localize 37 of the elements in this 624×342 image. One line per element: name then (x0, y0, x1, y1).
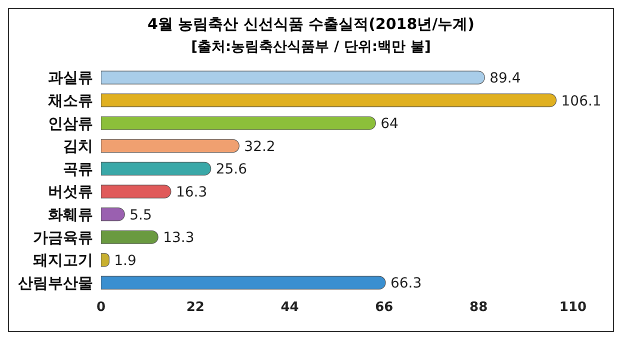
bar (101, 94, 557, 108)
bar (101, 162, 212, 176)
data-label: 66.3 (390, 276, 422, 292)
y-tick-label: 김치 (63, 137, 93, 156)
y-tick-label: 인삼류 (48, 114, 93, 132)
y-tick-label: 돼지고기 (33, 251, 93, 270)
data-label: 16.3 (176, 184, 208, 200)
y-tick-label: 가금육류 (33, 228, 93, 246)
data-label: 64 (380, 116, 399, 132)
y-tick-label: 화훼류 (48, 206, 93, 224)
y-tick-label: 곡류 (63, 160, 93, 178)
y-tick-label: 산림부산물 (18, 274, 93, 292)
data-label: 13.3 (163, 230, 194, 246)
bar (101, 116, 376, 130)
chart-title: 4월 농림축산 신선식품 수출실적(2018년/누계) (146, 15, 476, 34)
data-label: 32.2 (244, 138, 276, 155)
data-label: 89.4 (490, 70, 521, 86)
x-tick-label: 22 (186, 300, 204, 316)
x-tick-label: 44 (280, 300, 299, 316)
data-label: 5.5 (130, 207, 152, 224)
bar (101, 70, 485, 84)
y-tick-label: 버섯류 (48, 182, 93, 201)
bar (101, 139, 240, 153)
x-tick-label: 88 (470, 300, 488, 316)
x-tick-label: 110 (559, 300, 587, 316)
x-tick-label: 66 (375, 300, 394, 316)
bar (101, 208, 125, 222)
chart-subtitle: [출처:농림축산식품부 / 단위:백만 불] (190, 38, 432, 56)
bar (101, 184, 172, 198)
bar (101, 276, 386, 290)
data-label: 1.9 (114, 252, 136, 269)
data-label: 25.6 (216, 162, 248, 178)
bar (101, 230, 158, 244)
x-tick-label: 0 (96, 300, 106, 316)
y-tick-label: 과실류 (48, 68, 93, 87)
y-tick-label: 채소류 (47, 92, 93, 110)
data-label: 106.1 (561, 93, 602, 110)
